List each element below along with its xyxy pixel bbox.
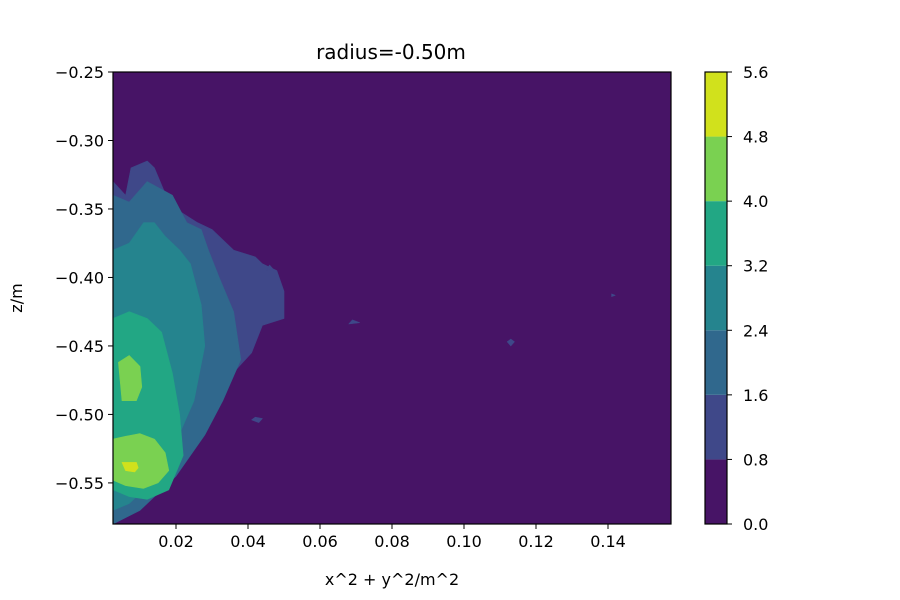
colorbar-tick-label: 1.6 (743, 386, 768, 405)
contour-region-8 (506, 338, 515, 347)
contour-region-10 (265, 264, 274, 271)
y-tick-label: −0.25 (55, 63, 104, 82)
contour-region-6 (121, 462, 139, 473)
colorbar-tick-label: 3.2 (743, 257, 768, 276)
colorbar-tick-label: 0.8 (743, 450, 768, 469)
colorbar-segment-6 (705, 72, 727, 137)
x-tick-label: 0.08 (374, 532, 410, 551)
x-tick-label: 0.12 (518, 532, 554, 551)
x-axis: 0.02 0.04 0.06 0.08 0.10 0.12 0.14 (158, 524, 626, 551)
contour-region-11 (251, 416, 263, 423)
colorbar-segment-0 (705, 459, 727, 524)
colorbar-segment-4 (705, 201, 727, 266)
y-tick-label: −0.40 (55, 268, 104, 287)
colorbar-segment-3 (705, 265, 727, 331)
x-tick-label: 0.10 (446, 532, 482, 551)
colorbar-frame (704, 71, 728, 525)
contour-region-4 (118, 355, 143, 402)
colorbar-tick-label: 4.8 (743, 128, 768, 147)
y-axis-label: z/m (7, 283, 26, 312)
x-axis-label: x^2 + y^2/m^2 (325, 570, 459, 589)
x-tick-label: 0.14 (590, 532, 626, 551)
x-tick-label: 0.04 (230, 532, 266, 551)
y-tick-label: −0.45 (55, 337, 104, 356)
colorbar-segment-5 (705, 136, 727, 202)
y-tick-label: −0.50 (55, 405, 104, 424)
y-axis: −0.25 −0.30 −0.35 −0.40 −0.45 −0.50 −0.55 (55, 63, 113, 493)
colorbar-tick-label: 0.0 (743, 515, 768, 534)
chart-title: radius=-0.50m (316, 40, 466, 64)
colorbar: 0.0 0.8 1.6 2.4 3.2 4.0 4.8 5.6 (704, 63, 768, 534)
colorbar-tick-label: 5.6 (743, 63, 768, 82)
y-tick-label: −0.30 (55, 131, 104, 150)
colorbar-segment-2 (705, 330, 727, 395)
colorbar-segment-1 (705, 394, 727, 460)
plot-area (112, 71, 672, 525)
contour-region-5 (113, 433, 170, 489)
colorbar-tick-label: 4.0 (743, 192, 768, 211)
y-tick-label: −0.55 (55, 474, 104, 493)
y-tick-label: −0.35 (55, 200, 104, 219)
contour-region-7 (348, 319, 360, 325)
colorbar-tick-label: 2.4 (743, 321, 768, 340)
x-tick-label: 0.06 (302, 532, 338, 551)
contour-region-9 (611, 293, 616, 297)
x-tick-label: 0.02 (158, 532, 194, 551)
contour-regions (113, 160, 616, 524)
